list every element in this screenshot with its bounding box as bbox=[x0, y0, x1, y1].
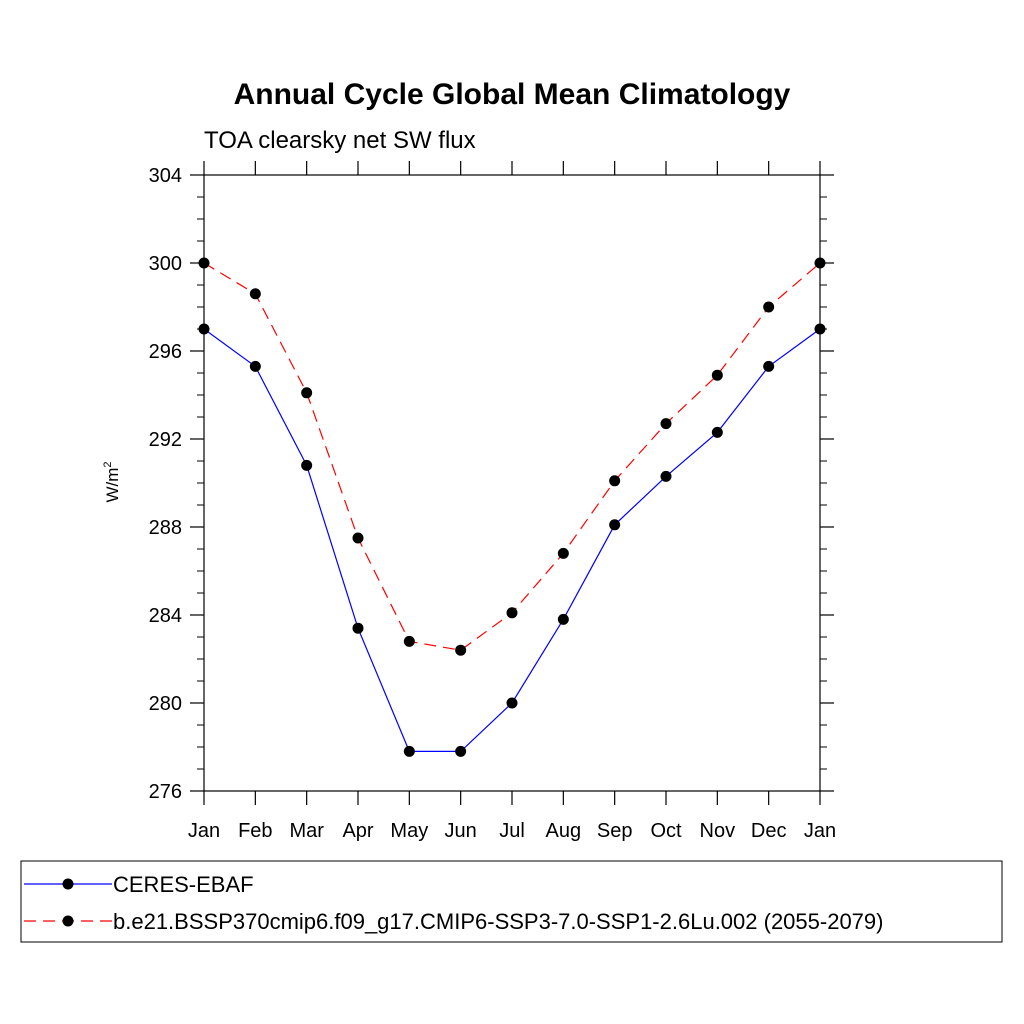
legend-marker-1 bbox=[62, 878, 74, 890]
series-2-point bbox=[660, 418, 672, 430]
series-1-point bbox=[352, 622, 364, 634]
series-1-point bbox=[763, 360, 775, 372]
series-1-point bbox=[455, 745, 467, 757]
series-2-point bbox=[301, 387, 313, 399]
series-2-point bbox=[557, 547, 569, 559]
major-ticks bbox=[190, 161, 834, 805]
y-tick-label: 300 bbox=[149, 253, 182, 275]
x-tick-label: Aug bbox=[546, 820, 582, 842]
x-tick-label: Jan bbox=[804, 820, 836, 842]
legend-box bbox=[20, 860, 1003, 943]
x-tick-label: Feb bbox=[238, 820, 272, 842]
series-1-point bbox=[814, 323, 826, 335]
legend-label-2: b.e21.BSSP370cmip6.f09_g17.CMIP6-SSP3-7.… bbox=[113, 909, 883, 934]
legend: CERES-EBAF b.e21.BSSP370cmip6.f09_g17.CMI… bbox=[20, 860, 1003, 943]
series-1-point bbox=[403, 745, 415, 757]
series-1-point bbox=[506, 697, 518, 709]
series-2-point bbox=[352, 532, 364, 544]
series-2-point bbox=[198, 257, 210, 269]
y-tick-label: 296 bbox=[149, 341, 182, 363]
series-2-point bbox=[455, 644, 467, 656]
y-tick-labels: 276 280 284 288 292 296 300 304 bbox=[149, 165, 182, 803]
y-tick-label: 292 bbox=[149, 429, 182, 451]
series-1-point bbox=[301, 459, 313, 471]
series-1-point bbox=[660, 470, 672, 482]
y-tick-label: 284 bbox=[149, 605, 182, 627]
series-2-point bbox=[609, 475, 621, 487]
x-tick-label: Jan bbox=[188, 820, 220, 842]
series-2-point bbox=[403, 635, 415, 647]
y-tick-label: 276 bbox=[149, 781, 182, 803]
x-tick-label: Sep bbox=[597, 820, 633, 842]
minor-ticks bbox=[197, 196, 827, 770]
x-tick-label: Oct bbox=[650, 820, 682, 842]
x-tick-label: Mar bbox=[289, 820, 324, 842]
y-tick-label: 280 bbox=[149, 693, 182, 715]
x-tick-label: Jul bbox=[499, 820, 525, 842]
series-line-1 bbox=[203, 328, 821, 753]
series-2-point bbox=[763, 301, 775, 313]
series-2-point bbox=[814, 257, 826, 269]
series-markers bbox=[198, 257, 826, 757]
series-1-point bbox=[609, 519, 621, 531]
series-2-point bbox=[249, 288, 261, 300]
legend-marker-2 bbox=[62, 915, 74, 927]
series-1-point bbox=[711, 426, 723, 438]
x-tick-label: May bbox=[390, 820, 428, 842]
x-tick-label: Apr bbox=[342, 820, 373, 842]
x-tick-label: Dec bbox=[751, 820, 787, 842]
chart-subtitle: TOA clearsky net SW flux bbox=[204, 127, 476, 154]
x-tick-labels: Jan Feb Mar Apr May Jun Jul Aug Sep Oct Nov Dec Jan bbox=[188, 820, 836, 842]
y-tick-label: 304 bbox=[149, 165, 182, 187]
series-1-point bbox=[557, 613, 569, 625]
series-2-point bbox=[506, 607, 518, 619]
series-2-point bbox=[711, 369, 723, 381]
x-tick-label: Nov bbox=[700, 820, 736, 842]
chart-title: Annual Cycle Global Mean Climatology bbox=[234, 78, 791, 111]
series-line-2 bbox=[203, 262, 821, 651]
series-1-point bbox=[198, 323, 210, 335]
legend-label-1: CERES-EBAF bbox=[113, 872, 254, 897]
x-tick-label: Jun bbox=[445, 820, 477, 842]
series-1-point bbox=[249, 360, 261, 372]
y-tick-label: 288 bbox=[149, 517, 182, 539]
y-axis-label: W/m2 bbox=[102, 461, 122, 502]
series-lines bbox=[203, 262, 821, 753]
